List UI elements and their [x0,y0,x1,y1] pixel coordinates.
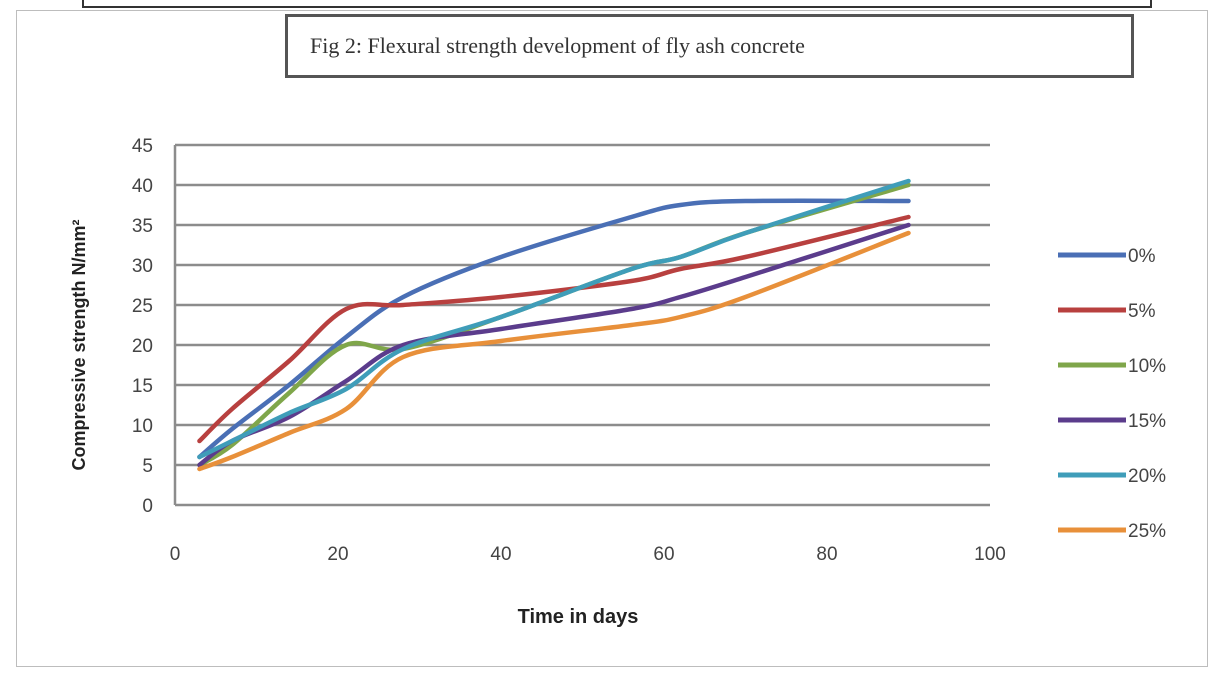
series-line-10pct [197,182,911,468]
series-line-25pct [197,230,911,472]
legend-label: 0% [1128,246,1156,267]
legend-label: 25% [1128,521,1166,542]
legend-label: 5% [1128,301,1156,322]
y-tick-label: 40 [132,176,153,197]
x-axis-title: Time in days [518,606,639,628]
chart-frame [16,10,1208,667]
legend-label: 20% [1128,466,1166,487]
legend-label: 15% [1128,411,1166,432]
x-tick-label: 0 [170,544,181,565]
y-tick-label: 10 [132,416,153,437]
x-tick-label: 80 [816,544,837,565]
legend-label: 10% [1128,356,1166,377]
y-tick-label: 20 [132,336,153,357]
x-tick-label: 20 [327,544,348,565]
y-tick-label: 0 [142,496,153,517]
series-line-5pct [197,214,911,444]
series-line-15pct [197,222,911,468]
x-tick-label: 100 [974,544,1006,565]
top-border-decoration [82,0,1152,8]
y-tick-label: 45 [132,136,153,157]
chart-title: Fig 2: Flexural strength development of … [310,33,805,58]
x-tick-label: 40 [490,544,511,565]
y-tick-label: 15 [132,376,153,397]
y-tick-label: 5 [142,456,153,477]
chart-title-box: Fig 2: Flexural strength development of … [285,14,1134,78]
y-tick-label: 30 [132,256,153,277]
series-line-0pct [197,198,911,460]
series-line-20pct [197,178,911,460]
y-axis-title: Compressive strength N/mm² [69,219,89,470]
y-tick-label: 25 [132,296,153,317]
y-tick-label: 35 [132,216,153,237]
x-tick-label: 60 [653,544,674,565]
